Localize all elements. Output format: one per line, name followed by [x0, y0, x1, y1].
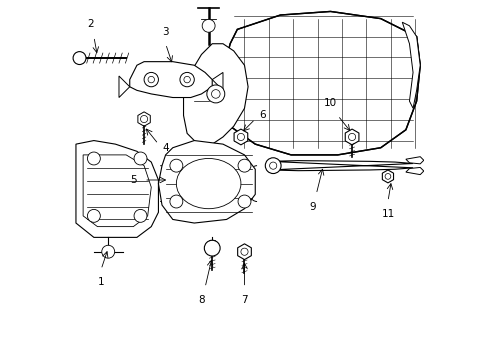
Circle shape: [180, 72, 194, 87]
Circle shape: [134, 152, 147, 165]
Text: 9: 9: [309, 202, 315, 212]
Circle shape: [169, 195, 183, 208]
Circle shape: [144, 72, 158, 87]
Circle shape: [134, 210, 147, 222]
Circle shape: [348, 134, 355, 140]
Circle shape: [241, 248, 247, 255]
Text: 8: 8: [198, 295, 204, 305]
Circle shape: [265, 158, 281, 174]
Polygon shape: [269, 161, 412, 171]
Polygon shape: [76, 140, 158, 237]
Circle shape: [202, 19, 215, 32]
Circle shape: [238, 159, 250, 172]
Circle shape: [204, 240, 220, 256]
Polygon shape: [158, 140, 255, 223]
Polygon shape: [223, 12, 419, 155]
Circle shape: [211, 90, 220, 98]
Ellipse shape: [176, 158, 241, 209]
Polygon shape: [382, 170, 393, 183]
Circle shape: [206, 85, 224, 103]
Circle shape: [269, 162, 276, 169]
Circle shape: [237, 134, 244, 140]
Text: 1: 1: [98, 277, 104, 287]
Polygon shape: [234, 129, 247, 145]
Circle shape: [87, 210, 100, 222]
Text: 5: 5: [130, 175, 137, 185]
Polygon shape: [119, 76, 129, 98]
Circle shape: [148, 76, 154, 83]
Circle shape: [183, 76, 190, 83]
Polygon shape: [402, 22, 419, 108]
Circle shape: [73, 51, 86, 64]
Polygon shape: [83, 155, 151, 226]
Text: 2: 2: [87, 19, 93, 30]
Polygon shape: [129, 62, 212, 98]
Polygon shape: [183, 44, 247, 144]
Text: 7: 7: [241, 295, 247, 305]
Polygon shape: [405, 167, 423, 175]
Text: 3: 3: [162, 27, 168, 37]
Text: 11: 11: [381, 209, 394, 219]
Polygon shape: [138, 112, 150, 126]
Circle shape: [102, 245, 115, 258]
Text: 10: 10: [324, 98, 336, 108]
Circle shape: [169, 159, 183, 172]
Text: 4: 4: [162, 143, 168, 153]
Circle shape: [140, 116, 147, 123]
Polygon shape: [405, 157, 423, 164]
Circle shape: [87, 152, 100, 165]
Circle shape: [384, 174, 390, 179]
Circle shape: [238, 195, 250, 208]
Polygon shape: [345, 129, 358, 145]
Text: 6: 6: [258, 111, 265, 121]
Polygon shape: [212, 72, 223, 90]
Polygon shape: [237, 244, 251, 260]
